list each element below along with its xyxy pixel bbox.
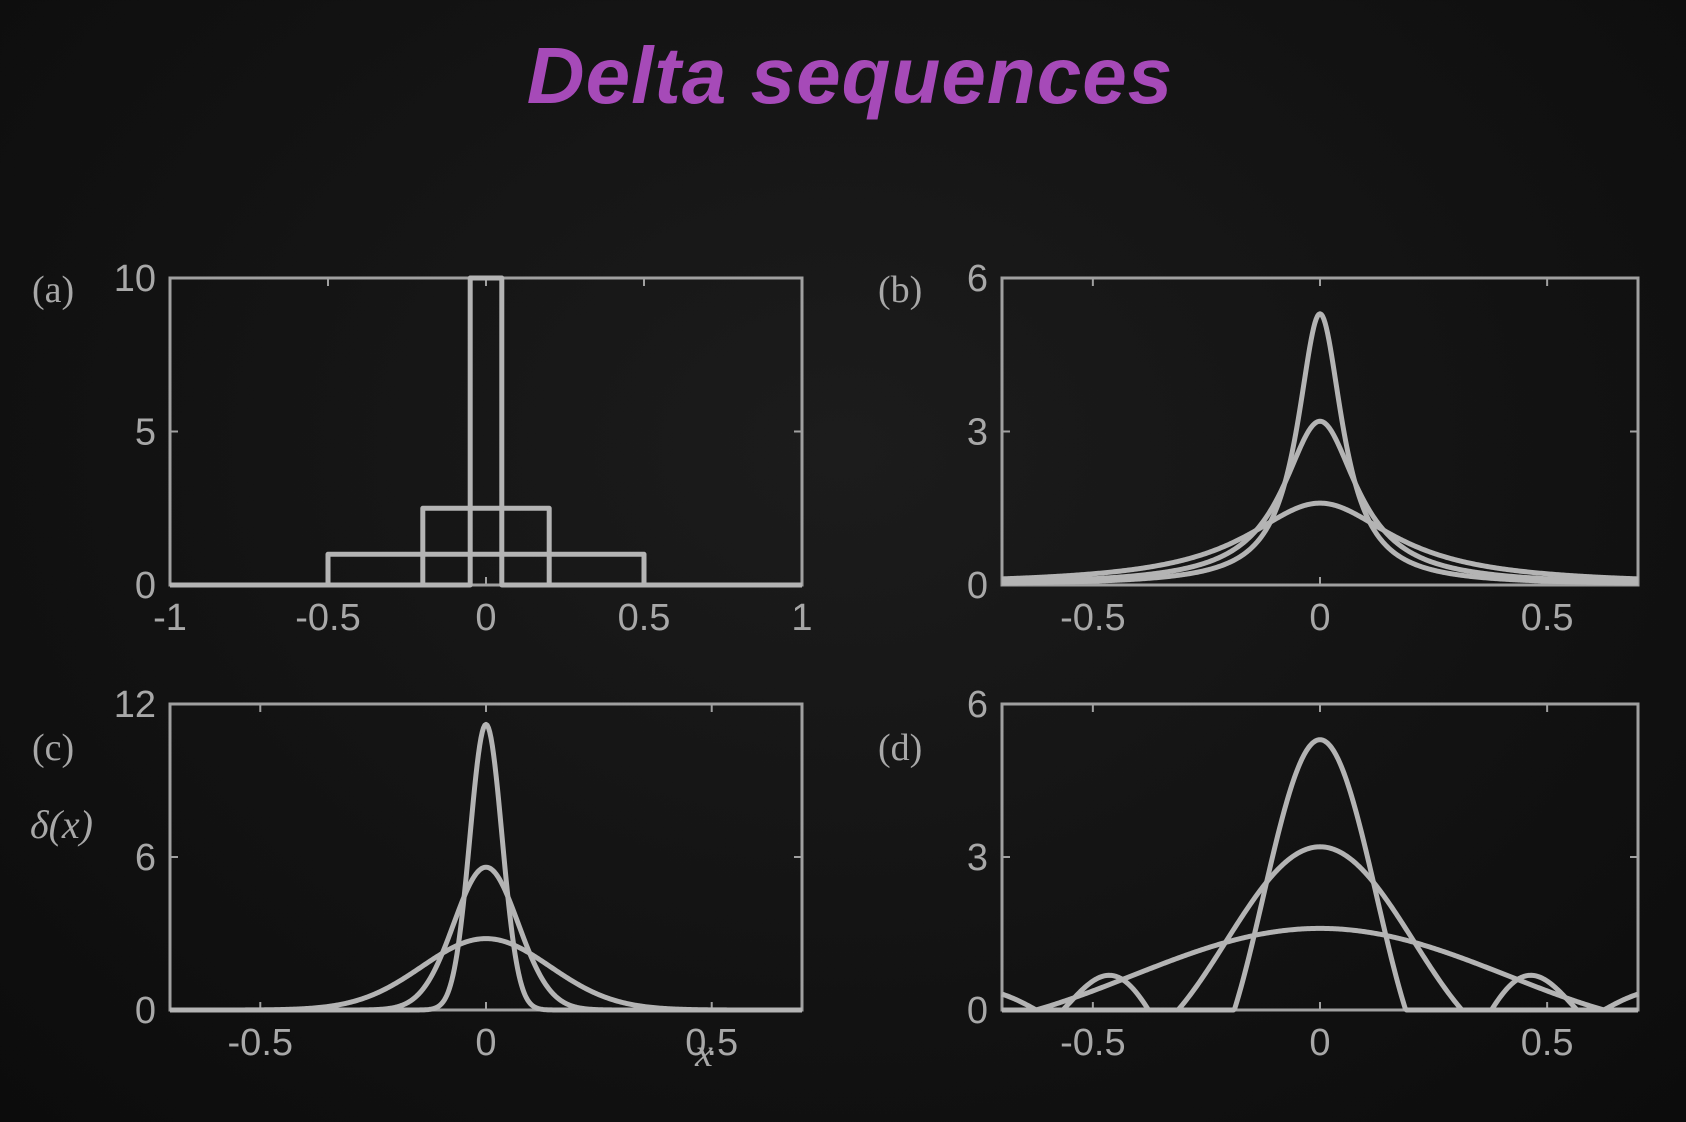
panel-label: (a) (32, 269, 74, 311)
x-tick-label: -0.5 (1060, 1022, 1125, 1064)
y-tick-label: 5 (135, 412, 156, 454)
slide-title: Delta sequences (526, 31, 1174, 120)
panel-label: (d) (878, 727, 922, 769)
x-axis-label: x (694, 1030, 713, 1075)
series-line (168, 721, 804, 1013)
series-line (168, 936, 804, 1013)
x-tick-label: 0.5 (1521, 1022, 1574, 1064)
panel-label: (c) (32, 727, 74, 769)
x-tick-label: -0.5 (1060, 597, 1125, 639)
series-line (1000, 418, 1640, 585)
x-tick-label: 0 (475, 1022, 496, 1064)
x-tick-label: -0.5 (228, 1022, 293, 1064)
y-tick-label: 0 (967, 565, 988, 607)
series-line (1000, 844, 1640, 1013)
y-tick-label: 6 (135, 837, 156, 879)
plot-frame (1000, 276, 1640, 587)
y-tick-label: 6 (967, 258, 988, 300)
x-tick-label: 0 (1309, 597, 1330, 639)
panel-b: -0.5 0 0.5 0 3 6 (b) (878, 258, 1640, 639)
x-tick-label: -0.5 (295, 597, 360, 639)
y-tick-label: 10 (114, 258, 156, 300)
panel-d: -0.5 0 0.5 0 3 6 (d) (878, 684, 1640, 1064)
panel-c: -0.5 0 0.5 0 6 12 (c) δ(x) x (30, 684, 804, 1075)
x-tick-label: 0.5 (618, 597, 671, 639)
series-line (1000, 311, 1640, 586)
y-tick-label: 3 (967, 412, 988, 454)
series-line (170, 505, 802, 588)
plot-frame (168, 702, 804, 1012)
y-tick-label: 0 (135, 990, 156, 1032)
plot-frame (1000, 702, 1640, 1012)
series-line (170, 275, 802, 588)
y-tick-label: 3 (967, 837, 988, 879)
y-tick-label: 0 (135, 565, 156, 607)
panel-label: (b) (878, 269, 922, 311)
y-axis-label: δ(x) (30, 802, 93, 847)
plot-frame (168, 276, 804, 587)
series-line (1000, 925, 1640, 1013)
x-tick-label: -1 (153, 597, 187, 639)
x-tick-label: 0 (475, 597, 496, 639)
x-tick-label: 0 (1309, 1022, 1330, 1064)
series-line (1000, 500, 1640, 582)
y-tick-label: 0 (967, 990, 988, 1032)
y-tick-label: 6 (967, 684, 988, 726)
y-tick-label: 12 (114, 684, 156, 726)
x-tick-label: 0.5 (685, 1022, 738, 1064)
series-line (1000, 737, 1640, 1013)
x-tick-label: 1 (791, 597, 812, 639)
x-tick-label: 0.5 (1521, 597, 1574, 639)
